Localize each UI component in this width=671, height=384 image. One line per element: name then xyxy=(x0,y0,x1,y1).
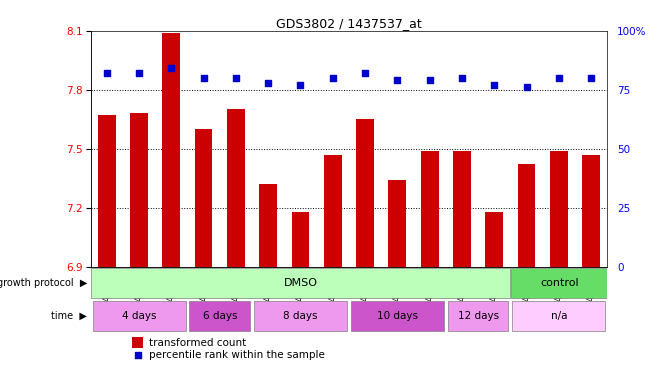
Bar xyxy=(513,301,605,331)
Point xyxy=(327,75,338,81)
Bar xyxy=(389,180,406,266)
Bar xyxy=(189,301,250,331)
Bar xyxy=(485,212,503,266)
Point xyxy=(424,77,435,83)
Point xyxy=(489,82,500,88)
Bar xyxy=(162,33,180,266)
Bar xyxy=(324,155,342,266)
Bar xyxy=(259,184,277,266)
Bar xyxy=(93,301,185,331)
Bar xyxy=(195,129,213,266)
Text: 10 days: 10 days xyxy=(377,311,418,321)
Point xyxy=(134,70,144,76)
Text: 12 days: 12 days xyxy=(458,311,499,321)
Bar xyxy=(98,115,115,266)
Title: GDS3802 / 1437537_at: GDS3802 / 1437537_at xyxy=(276,17,422,30)
Bar xyxy=(91,268,510,298)
Bar xyxy=(421,151,439,266)
Bar xyxy=(453,151,471,266)
Point xyxy=(198,75,209,81)
Point xyxy=(456,75,467,81)
Text: 6 days: 6 days xyxy=(203,311,237,321)
Text: growth protocol  ▶: growth protocol ▶ xyxy=(0,278,87,288)
Bar xyxy=(132,337,144,348)
Text: 4 days: 4 days xyxy=(121,311,156,321)
Bar xyxy=(130,113,148,266)
Bar xyxy=(550,151,568,266)
Bar xyxy=(517,164,535,266)
Text: percentile rank within the sample: percentile rank within the sample xyxy=(149,350,325,360)
Bar xyxy=(356,119,374,266)
Bar xyxy=(511,268,608,298)
Text: DMSO: DMSO xyxy=(283,278,317,288)
Point xyxy=(586,75,597,81)
Bar xyxy=(292,212,309,266)
Text: control: control xyxy=(540,278,579,288)
Bar xyxy=(448,301,509,331)
Point xyxy=(295,82,306,88)
Bar xyxy=(227,109,245,266)
Point xyxy=(521,84,532,90)
Point xyxy=(166,65,176,71)
Text: time  ▶: time ▶ xyxy=(52,311,87,321)
Point xyxy=(392,77,403,83)
Bar xyxy=(254,301,347,331)
Text: n/a: n/a xyxy=(551,311,567,321)
Point xyxy=(132,352,143,358)
Bar xyxy=(351,301,444,331)
Point xyxy=(231,75,242,81)
Point xyxy=(101,70,112,76)
Point xyxy=(263,79,274,86)
Text: 8 days: 8 days xyxy=(283,311,318,321)
Point xyxy=(554,75,564,81)
Bar xyxy=(582,155,600,266)
Text: transformed count: transformed count xyxy=(149,338,246,348)
Point xyxy=(360,70,370,76)
